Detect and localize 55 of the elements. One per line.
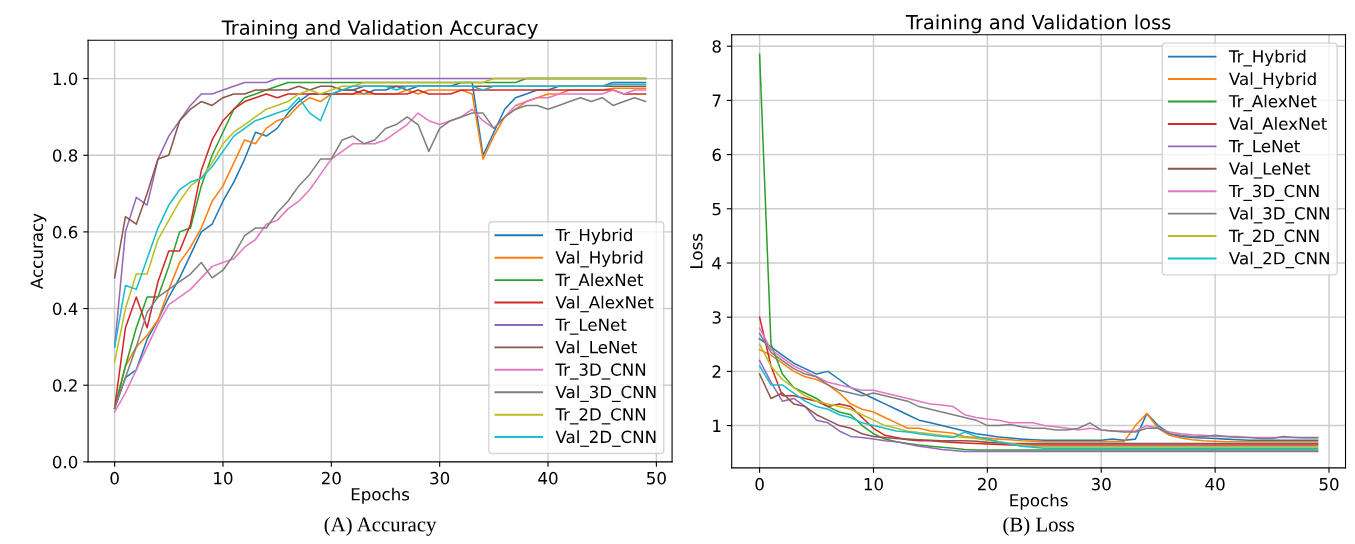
y-tick-label: 0.6 <box>52 225 78 239</box>
x-tick-label: 30 <box>1091 477 1111 491</box>
legend-label: Val_3D_CNN <box>555 385 656 402</box>
legend-label: Val_AlexNet <box>1229 117 1327 134</box>
y-tick-label: 1 <box>713 419 721 432</box>
legend-label: Val_2D_CNN <box>555 430 656 447</box>
y-tick-label: 5 <box>712 202 721 216</box>
x-tick-label: 10 <box>864 477 883 491</box>
legend-label: Tr_Hybrid <box>1228 49 1306 67</box>
legend-label: Val_AlexNet <box>555 295 654 313</box>
legend-label: Tr_AlexNet <box>1228 94 1317 112</box>
y-tick-label: 4 <box>712 257 722 270</box>
x-tick-label: 40 <box>1205 477 1225 491</box>
y-axis-title: Accuracy <box>30 213 47 289</box>
y-tick-label: 3 <box>712 311 721 324</box>
line-series <box>758 373 1319 445</box>
legend-label: Tr_AlexNet <box>555 273 644 290</box>
y-tick-label: 2 <box>712 365 721 378</box>
y-tick-label: 6 <box>712 148 721 162</box>
y-tick-label: 1.0 <box>53 72 78 86</box>
legend-label: Tr_3D_CNN <box>555 363 646 380</box>
chart-title: Training and Validation Accuracy <box>221 19 538 39</box>
x-tick-label: 20 <box>977 477 997 491</box>
legend-label: Tr_3D_CNN <box>1228 184 1319 201</box>
x-tick-label: 20 <box>321 471 341 485</box>
y-tick-label: 8 <box>712 40 721 53</box>
y-tick-label: 0.8 <box>52 149 78 162</box>
legend-label: Val_Hybrid <box>555 250 643 268</box>
legend-label: Val_Hybrid <box>1229 72 1316 89</box>
legend-label: Val_3D_CNN <box>1229 206 1329 224</box>
x-tick-label: 0 <box>110 471 119 485</box>
legend-label: Val_2D_CNN <box>1229 251 1329 269</box>
x-tick-label: 50 <box>647 471 666 485</box>
legend-label: Tr_LeNet <box>1228 140 1300 157</box>
x-tick-label: 40 <box>538 471 558 485</box>
text: (A) Accuracy <box>324 516 437 536</box>
y-axis-title: Loss <box>690 233 703 268</box>
y-tick-label: 0.0 <box>52 455 78 469</box>
y-tick-label: 7 <box>712 94 721 107</box>
x-tick-label: 0 <box>755 477 764 491</box>
x-axis-title: Epochs <box>351 487 410 504</box>
y-tick-label: 0.4 <box>52 302 78 316</box>
text: (B) Loss <box>1003 516 1075 536</box>
y-tick-label: 0.2 <box>52 379 77 392</box>
x-tick-label: 10 <box>214 471 233 485</box>
legend-label: Tr_Hybrid <box>555 228 632 246</box>
x-tick-label: 50 <box>1319 477 1339 491</box>
legend-label: Tr_2D_CNN <box>555 408 646 425</box>
chart-title: Training and Validation loss <box>905 14 1171 34</box>
legend-label: Val_LeNet <box>1229 161 1311 179</box>
legend-label: Tr_LeNet <box>555 318 627 335</box>
x-axis-title: Epochs <box>1010 493 1068 510</box>
legend-label: Val_LeNet <box>555 340 637 358</box>
x-tick-label: 30 <box>430 471 450 485</box>
legend-label: Tr_2D_CNN <box>1228 229 1319 246</box>
